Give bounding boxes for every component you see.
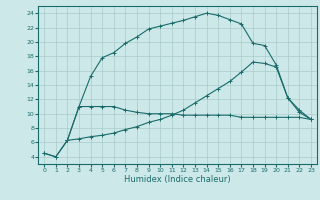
- X-axis label: Humidex (Indice chaleur): Humidex (Indice chaleur): [124, 175, 231, 184]
